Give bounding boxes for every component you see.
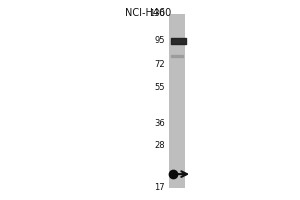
Text: 28: 28 <box>154 141 165 150</box>
Text: 55: 55 <box>154 83 165 92</box>
Text: 36: 36 <box>154 119 165 128</box>
Text: 130: 130 <box>149 9 165 18</box>
Text: NCI-H460: NCI-H460 <box>124 8 171 18</box>
Bar <box>169 14 184 188</box>
Text: 17: 17 <box>154 184 165 192</box>
Text: 95: 95 <box>154 36 165 45</box>
Text: 72: 72 <box>154 60 165 69</box>
